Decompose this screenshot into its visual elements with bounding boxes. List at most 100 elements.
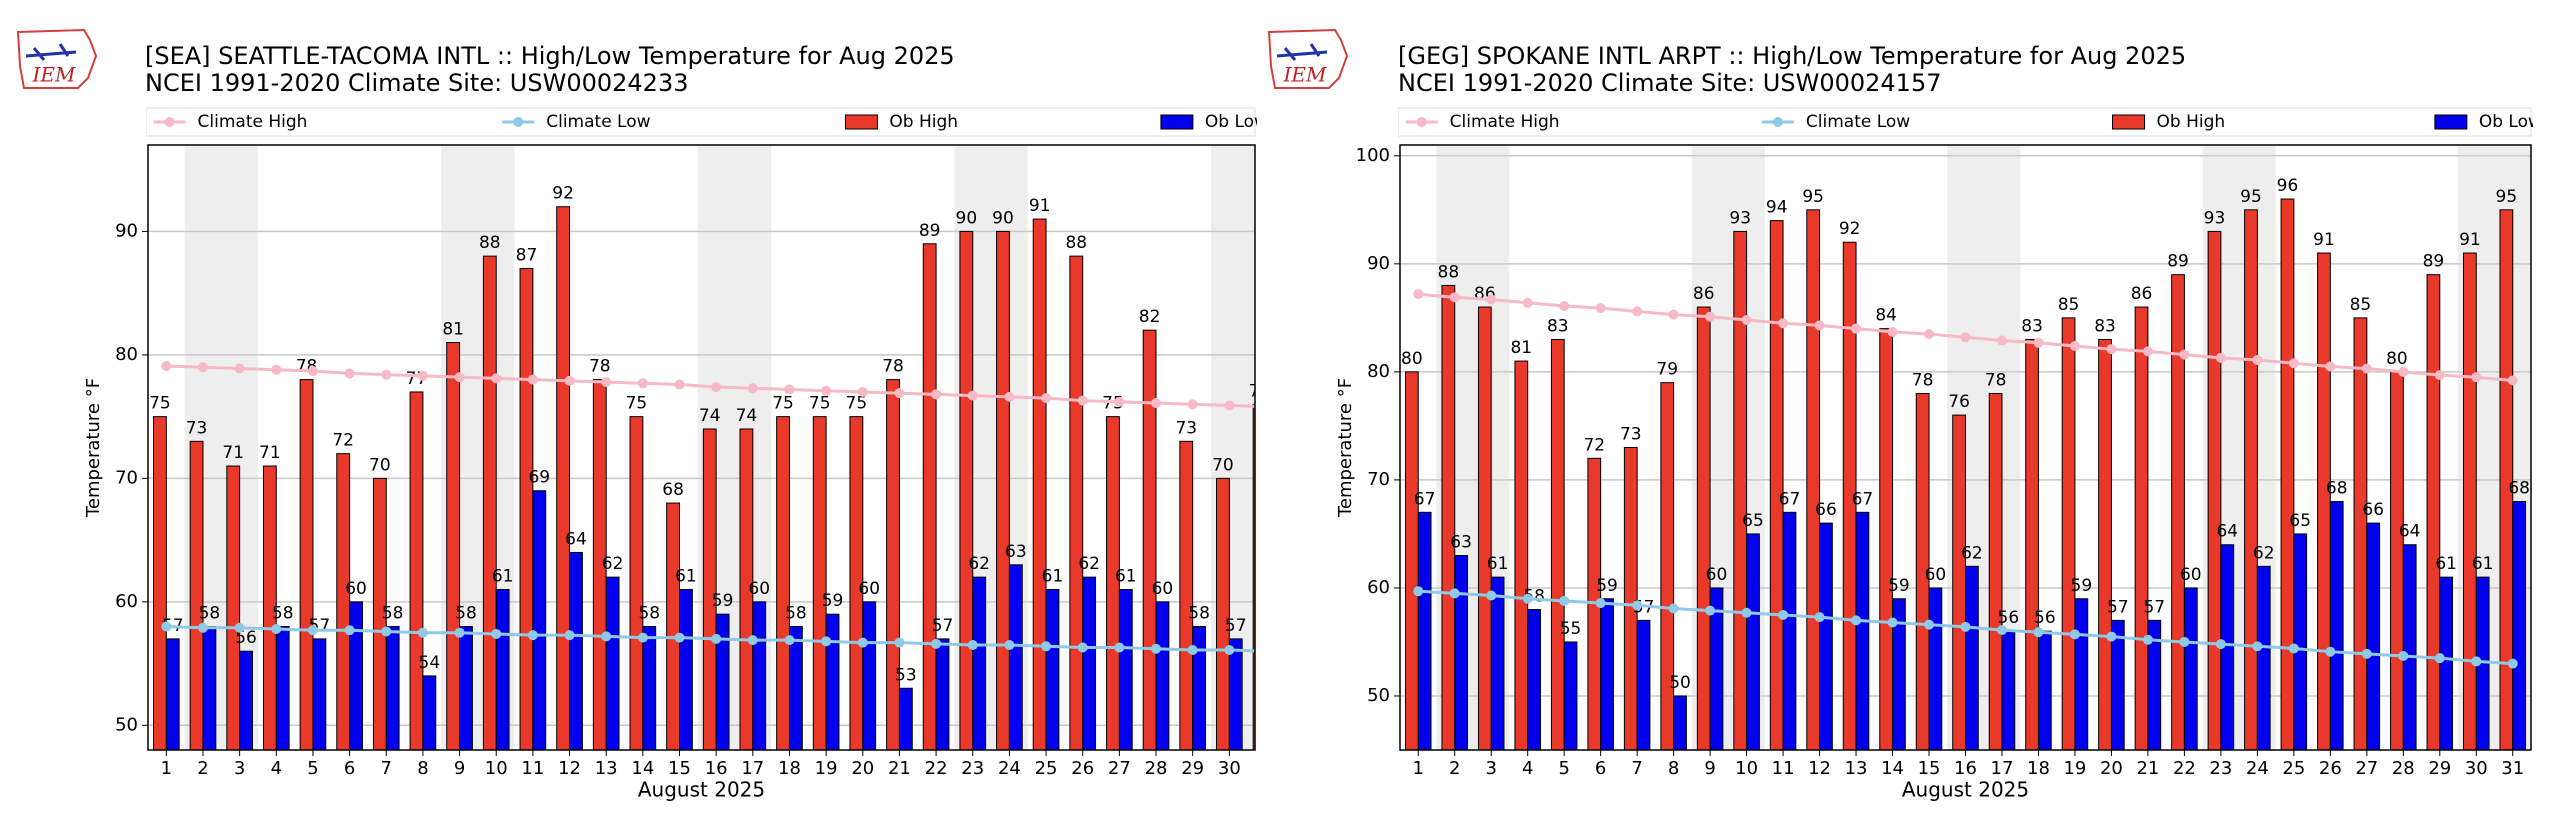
climate-marker [2507,658,2518,669]
data-label: 91 [1029,196,1051,216]
climate-marker [2252,641,2263,652]
climate-marker [2398,651,2409,662]
climate-marker [784,384,795,395]
bar [592,379,607,750]
data-label: 69 [528,468,550,488]
climate-marker [1960,621,1971,632]
x-tick-label: 8 [1668,758,1679,779]
legend-label: Climate Low [546,112,650,132]
climate-marker [967,390,978,401]
data-label: 95 [1802,187,1824,207]
climate-marker [1041,393,1052,404]
data-label: 74 [736,406,758,426]
data-label: 94 [1766,198,1788,218]
x-tick-label: 5 [307,758,318,779]
legend-box [1398,107,2532,137]
bar [312,638,327,750]
bar [739,428,754,750]
data-label: 59 [822,591,844,611]
x-tick-label: 19 [2063,758,2086,779]
bar [1155,601,1170,750]
x-tick-label: 1 [1413,758,1424,779]
climate-marker [2361,363,2372,374]
climate-marker [527,630,538,641]
x-tick-label: 26 [1071,758,1094,779]
bar [922,243,937,750]
climate-marker [454,627,465,638]
bar [495,588,510,750]
bar [1008,564,1023,750]
bar [2244,209,2258,750]
data-label: 57 [1225,616,1247,636]
data-label: 59 [1888,576,1910,596]
bar [1769,220,1784,750]
climate-marker [1041,641,1052,652]
x-tick-label: 10 [485,758,508,779]
climate-marker [857,637,868,648]
climate-marker [1559,595,1570,606]
data-label: 62 [2253,543,2275,563]
data-label: 58 [455,604,477,624]
chart: IEM [GEG] SPOKANE INTL ARPT :: High/Low T… [1267,28,2533,802]
climate-marker [1004,640,1015,651]
bar [1660,382,1675,750]
data-label: 56 [235,628,257,648]
climate-marker [234,622,245,633]
climate-marker [1741,607,1752,618]
climate-marker [1668,603,1679,614]
bar [788,626,803,750]
data-label: 66 [2362,500,2384,520]
y-tick-label: 50 [1367,685,1390,706]
bar [1142,329,1157,750]
bar [1514,360,1529,750]
data-label: 75 [809,394,831,414]
bar [1490,576,1505,750]
x-tick-label: 10 [1735,758,1758,779]
x-tick-label: 11 [521,758,544,779]
data-label: 80 [2386,349,2408,369]
x-tick-label: 17 [741,758,764,779]
climate-marker [1632,306,1643,317]
bar [2074,598,2089,750]
logo-text: IEM [32,63,77,87]
x-axis-label: August 2025 [638,778,765,802]
bar [275,626,290,750]
climate-marker [564,375,575,386]
data-label: 68 [2508,479,2530,499]
climate-marker [711,382,722,392]
climate-marker [1077,642,1088,653]
climate-marker [894,388,905,399]
data-label: 67 [1414,489,1436,509]
climate-marker [1261,646,1271,656]
climate-marker [1151,643,1162,654]
bar [2037,630,2052,750]
bar [1216,477,1230,750]
data-label: 64 [2216,522,2238,542]
data-label: 60 [1706,565,1728,585]
climate-marker [637,632,648,643]
data-label: 61 [1115,566,1137,586]
legend: Climate High Climate Low Ob High Ob Low [146,107,1268,137]
data-label: 78 [589,357,611,377]
climate-marker [2179,636,2190,647]
x-tick-label: 15 [668,758,691,779]
x-tick-label: 6 [344,758,355,779]
logo-shape [16,28,98,89]
climate-marker [674,632,685,643]
legend-label: Ob Low [1205,112,1268,132]
x-tick-label: 1 [161,758,172,779]
x-tick-label: 3 [234,758,245,779]
legend-label: Climate Low [1806,112,1910,132]
climate-marker [1151,398,1162,409]
data-label: 55 [1560,619,1582,639]
bar [409,391,424,750]
x-axis-label: August 2025 [1902,778,2029,802]
bar [2256,565,2271,750]
data-label: 64 [2399,522,2421,542]
data-label: 95 [2240,187,2262,207]
bar [1069,255,1084,750]
data-label: 72 [1583,435,1605,455]
bar [532,490,547,750]
bar [605,576,620,750]
